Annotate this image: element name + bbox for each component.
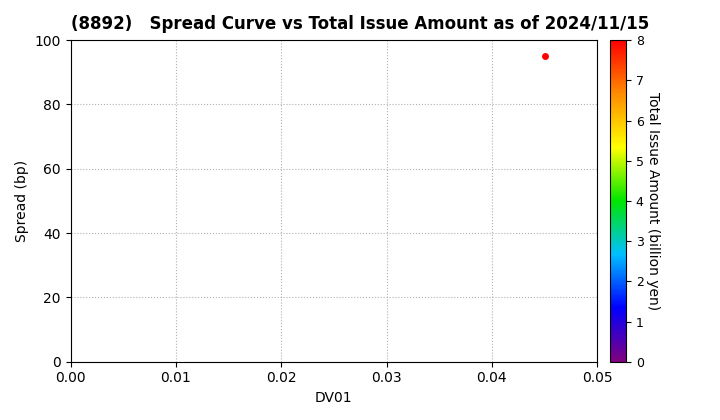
Point — [539, 53, 550, 60]
Y-axis label: Total Issue Amount (billion yen): Total Issue Amount (billion yen) — [647, 92, 660, 310]
X-axis label: DV01: DV01 — [315, 391, 353, 405]
Y-axis label: Spread (bp): Spread (bp) — [15, 160, 29, 242]
Text: (8892)   Spread Curve vs Total Issue Amount as of 2024/11/15: (8892) Spread Curve vs Total Issue Amoun… — [71, 15, 649, 33]
